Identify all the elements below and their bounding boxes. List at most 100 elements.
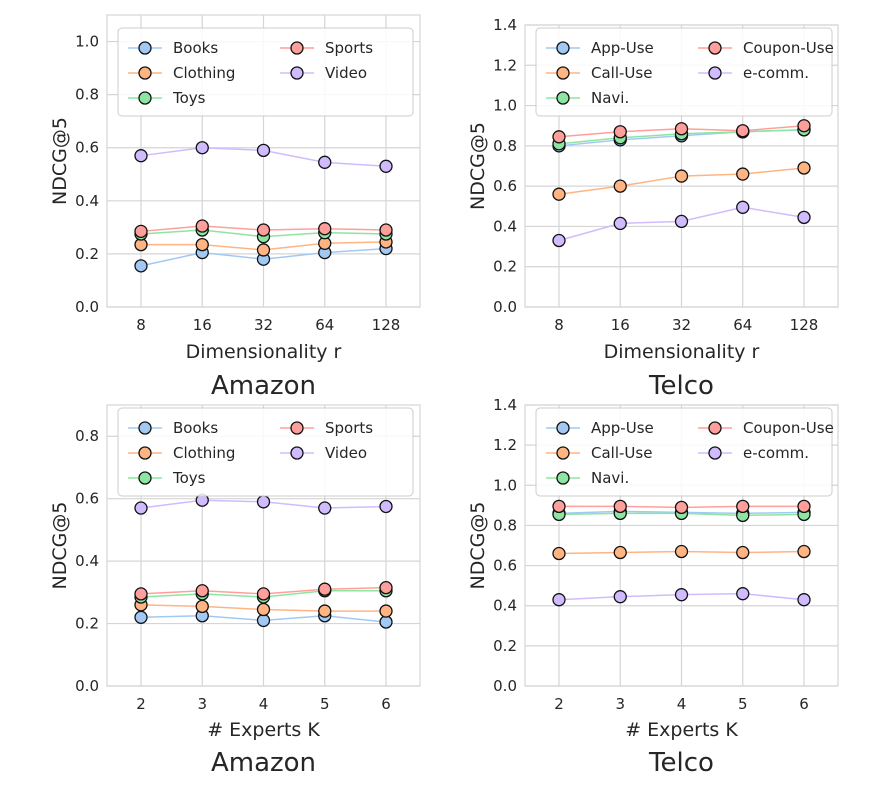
y-tick-label: 1.2 — [493, 436, 517, 454]
data-point — [256, 495, 271, 509]
legend-box — [117, 407, 414, 497]
legend-marker — [138, 471, 152, 485]
y-tick-label: 0.4 — [493, 597, 517, 615]
y-tick-label: 0.0 — [75, 677, 99, 695]
x-tick-label: 16 — [193, 316, 212, 334]
legend-label: App-Use — [591, 39, 654, 57]
data-point — [379, 581, 393, 595]
x-tick-label: 128 — [372, 316, 401, 334]
data-point — [736, 499, 750, 514]
y-axis-label: NDCG@5 — [467, 122, 489, 210]
legend-marker — [290, 446, 304, 460]
legend-label: Video — [325, 64, 367, 82]
data-point — [613, 216, 627, 231]
x-tick-label: 6 — [799, 695, 809, 713]
legend-label: Sports — [325, 419, 373, 437]
data-point — [318, 222, 332, 236]
y-tick-label: 1.4 — [493, 16, 517, 34]
data-point — [736, 167, 750, 181]
data-point — [674, 500, 689, 515]
legend-marker — [138, 421, 152, 435]
y-tick-label: 1.0 — [493, 97, 517, 115]
y-tick-label: 0.6 — [493, 177, 517, 195]
data-point — [318, 604, 332, 618]
legend-marker — [138, 66, 152, 80]
data-point — [134, 259, 148, 273]
y-tick-label: 0.2 — [75, 615, 99, 633]
data-point — [674, 588, 689, 602]
data-point — [195, 237, 209, 252]
legend: Books Sports Clothing Video Toys — [117, 27, 414, 117]
data-point — [195, 599, 209, 614]
x-tick-label: 4 — [259, 695, 269, 713]
y-axis-label: NDCG@5 — [467, 502, 489, 590]
legend-label: Navi. — [591, 89, 629, 107]
data-point — [134, 501, 148, 515]
y-axis-label: NDCG@5 — [49, 117, 71, 205]
data-point — [379, 499, 393, 514]
y-tick-label: 0.8 — [493, 137, 517, 155]
y-tick-label: 1.2 — [493, 56, 517, 74]
legend-label: Toys — [172, 89, 206, 107]
legend-marker — [138, 91, 152, 105]
data-point — [613, 590, 627, 604]
panel-title: Telco — [648, 748, 714, 778]
y-tick-label: 1.0 — [493, 476, 517, 494]
data-point — [613, 499, 627, 514]
y-tick-label: 0.2 — [493, 637, 517, 655]
y-tick-label: 0.2 — [75, 245, 99, 263]
data-point — [318, 582, 332, 596]
data-point — [797, 210, 811, 225]
legend-marker — [138, 41, 152, 55]
x-tick-label: 3 — [615, 695, 625, 713]
legend: Books Sports Clothing Video Toys — [117, 407, 414, 497]
y-tick-label: 0.8 — [75, 86, 99, 104]
data-point — [379, 615, 393, 629]
y-axis-label: NDCG@5 — [49, 502, 71, 590]
data-point — [552, 499, 566, 514]
y-tick-label: 0.8 — [75, 427, 99, 445]
data-point — [674, 122, 689, 136]
panel-title: Telco — [648, 371, 714, 401]
legend-label: Books — [173, 39, 218, 57]
legend-label: Call-Use — [591, 64, 652, 82]
panel-1: 0.0 0.2 0.4 0.6 0.8 1.0 8 16 32 64 128 Books Sports C… — [49, 14, 421, 401]
y-tick-label: 0.0 — [493, 298, 517, 316]
legend-label: Video — [325, 444, 367, 462]
x-tick-label: 64 — [315, 316, 334, 334]
data-point — [613, 179, 627, 193]
x-axis-label: Dimensionality r — [604, 341, 760, 363]
data-point — [256, 143, 271, 158]
y-tick-label: 0.0 — [493, 677, 517, 695]
legend-box — [535, 407, 833, 497]
legend-label: Sports — [325, 39, 373, 57]
x-tick-label: 128 — [790, 316, 819, 334]
x-tick-label: 16 — [611, 316, 630, 334]
legend-marker — [556, 446, 570, 460]
y-tick-label: 0.8 — [493, 516, 517, 534]
legend-label: Navi. — [591, 469, 629, 487]
legend-marker — [138, 446, 152, 460]
y-tick-label: 0.6 — [75, 139, 99, 157]
data-point — [736, 587, 750, 601]
panel-title: Amazon — [211, 748, 316, 778]
data-point — [379, 604, 393, 618]
legend-label: Clothing — [173, 64, 235, 82]
data-point — [379, 159, 393, 173]
y-tick-label: 0.4 — [75, 552, 99, 570]
data-point — [256, 613, 271, 628]
x-axis-label: # Experts K — [207, 719, 320, 741]
data-point — [134, 587, 148, 601]
legend-label: App-Use — [591, 419, 654, 437]
x-tick-label: 2 — [136, 695, 146, 713]
data-point — [613, 545, 627, 560]
data-point — [552, 130, 566, 144]
legend-label: Coupon-Use — [743, 419, 834, 437]
data-point — [552, 546, 566, 561]
legend-marker — [290, 421, 304, 435]
legend-marker — [556, 66, 570, 80]
data-point — [256, 223, 271, 237]
y-tick-label: 0.0 — [75, 298, 99, 316]
data-point — [797, 544, 811, 559]
